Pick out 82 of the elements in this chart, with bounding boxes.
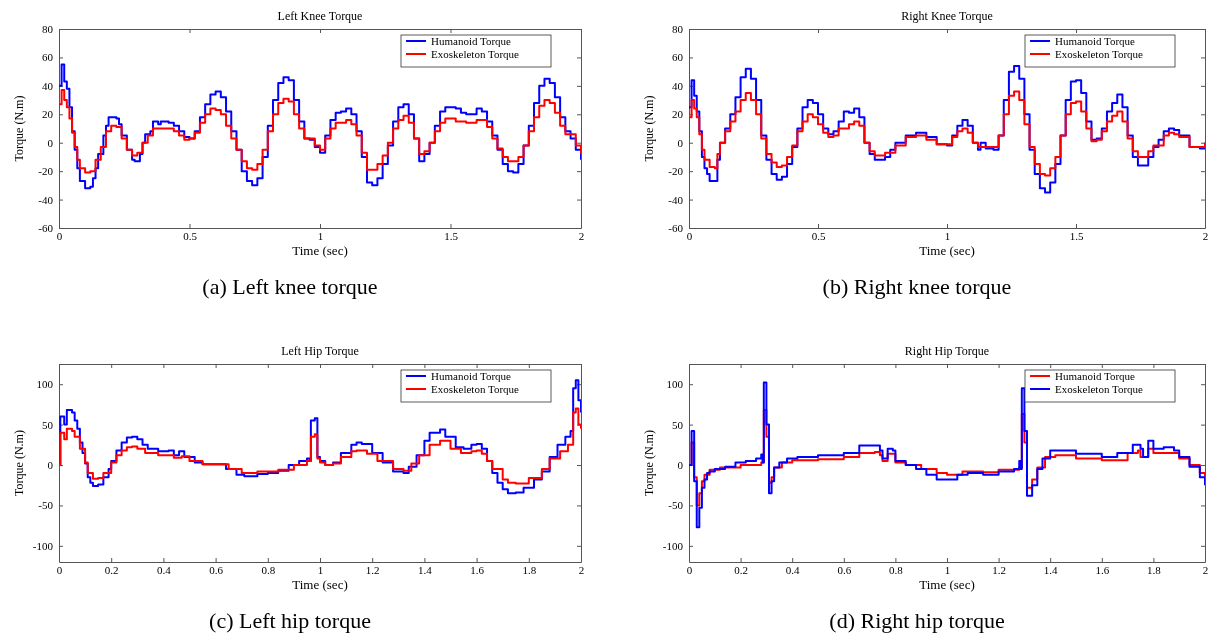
y-tick-label: 0	[677, 136, 684, 149]
y-axis-title: Torque (N.m)	[12, 430, 26, 496]
x-tick-label: 2	[578, 229, 585, 242]
y-tick-label: 20	[672, 108, 684, 121]
x-axis-title: Time (sec)	[919, 577, 975, 592]
x-tick-label: 1.4	[1043, 563, 1059, 576]
x-tick-label: 0.5	[183, 229, 198, 242]
legend-label: Exoskeleton Torque	[431, 48, 520, 60]
x-tick-label: 0.8	[261, 563, 276, 576]
x-axis-title: Time (sec)	[292, 577, 348, 592]
y-tick-label: 60	[672, 51, 684, 64]
y-tick-label: 50	[42, 418, 54, 431]
y-tick-label: -20	[38, 165, 54, 178]
text: (a) Left knee torque	[202, 274, 378, 299]
text: (b) Right knee torque	[822, 274, 1012, 299]
chart-title: Left Hip Torque	[281, 344, 359, 358]
y-tick-label: 40	[42, 79, 54, 92]
y-tick-label: -100	[662, 539, 684, 552]
legend-label: Exoskeleton Torque	[431, 383, 520, 395]
text: (d) Right hip torque	[829, 608, 1005, 633]
x-tick-label: 0.2	[734, 563, 748, 576]
x-tick-label: 0.5	[811, 229, 826, 242]
x-tick-label: 0	[686, 563, 693, 576]
legend-label: Exoskeleton Torque	[1055, 383, 1144, 395]
x-tick-label: 1	[317, 563, 324, 576]
y-tick-label: 80	[42, 23, 54, 36]
x-tick-label: 0.2	[104, 563, 119, 576]
x-tick-label: 1.6	[1095, 563, 1110, 576]
x-tick-label: 1	[944, 563, 951, 576]
x-tick-label: 0.4	[157, 563, 172, 576]
x-tick-label: 0	[56, 229, 63, 242]
y-tick-label: -40	[668, 193, 684, 206]
x-tick-label: 0.6	[209, 563, 224, 576]
x-tick-label: 1.2	[365, 563, 380, 576]
x-tick-label: 2	[578, 563, 585, 576]
y-tick-label: -50	[38, 499, 54, 512]
y-tick-label: 80	[672, 23, 684, 36]
x-tick-label: 1.5	[444, 229, 459, 242]
y-tick-label: -100	[32, 539, 54, 552]
y-axis-title: Torque (N.m)	[642, 95, 656, 162]
y-tick-label: -40	[38, 193, 54, 206]
legend-label: Humanoid Torque	[1055, 35, 1136, 47]
legend-label: Humanoid Torque	[1055, 370, 1136, 382]
y-tick-label: 50	[672, 418, 684, 431]
y-tick-label: 20	[42, 108, 54, 121]
y-tick-label: -60	[668, 222, 684, 235]
y-tick-label: 60	[42, 51, 54, 64]
y-tick-label: 0	[47, 459, 54, 472]
x-tick-label: 1.4	[418, 563, 433, 576]
x-tick-label: 0	[56, 563, 63, 576]
x-tick-label: 1	[317, 229, 324, 242]
legend-label: Humanoid Torque	[431, 35, 512, 47]
x-tick-label: 0.8	[889, 563, 904, 576]
x-tick-label: 2	[1202, 229, 1209, 242]
y-tick-label: -50	[668, 499, 684, 512]
x-tick-label: 1.5	[1069, 229, 1084, 242]
x-tick-label: 0	[686, 229, 693, 242]
x-tick-label: 0.6	[837, 563, 852, 576]
legend-label: Exoskeleton Torque	[1055, 48, 1144, 60]
chart-title: Right Hip Torque	[904, 344, 990, 358]
chart-title: Right Knee Torque	[901, 9, 993, 23]
y-tick-label: -60	[38, 222, 54, 235]
legend-label: Humanoid Torque	[431, 370, 512, 382]
x-axis-title: Time (sec)	[919, 243, 975, 258]
y-tick-label: 40	[672, 79, 684, 92]
text: (c) Left hip torque	[209, 608, 371, 633]
x-tick-label: 1	[944, 229, 951, 242]
y-axis-title: Torque (N.m)	[12, 95, 26, 162]
x-tick-label: 0.4	[785, 563, 801, 576]
x-tick-label: 1.2	[992, 563, 1006, 576]
y-tick-label: 0	[677, 459, 684, 472]
x-tick-label: 2	[1202, 563, 1209, 576]
x-tick-label: 1.6	[470, 563, 485, 576]
x-tick-label: 1.8	[522, 563, 537, 576]
y-axis-title: Torque (N.m)	[642, 430, 656, 496]
y-tick-label: -20	[668, 165, 684, 178]
x-tick-label: 1.8	[1147, 563, 1162, 576]
chart-title: Left Knee Torque	[277, 9, 363, 23]
y-tick-label: 100	[36, 378, 54, 391]
y-tick-label: 100	[666, 378, 684, 391]
x-axis-title: Time (sec)	[292, 243, 348, 258]
y-tick-label: 0	[47, 136, 54, 149]
